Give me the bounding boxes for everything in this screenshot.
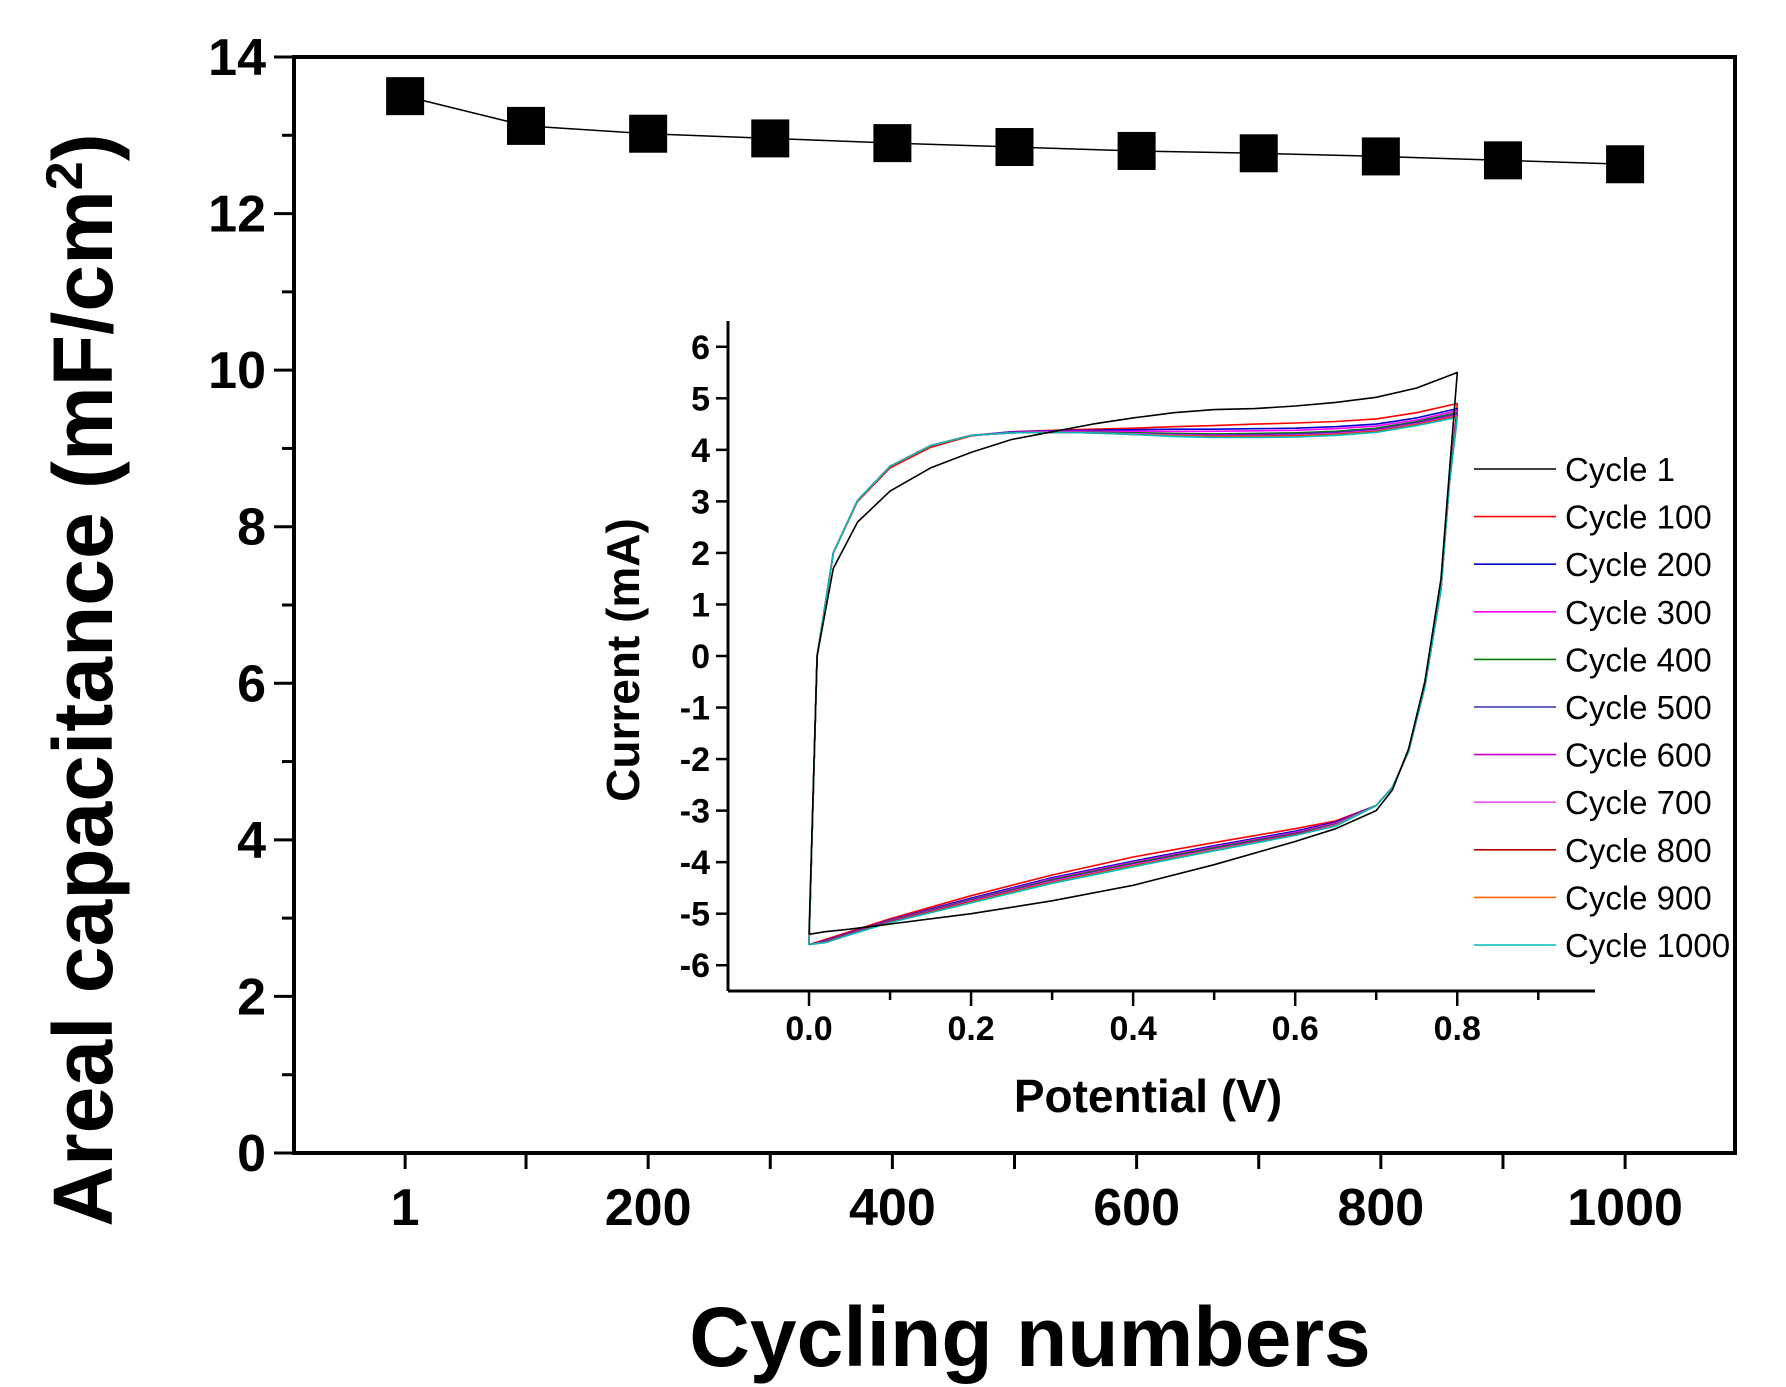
inset-y-tick-label: -2 (680, 741, 710, 779)
inset-curves (808, 371, 1459, 946)
main-y-tick-label: 14 (208, 29, 266, 87)
main-x-axis-title: Cycling numbers (689, 1290, 1370, 1384)
legend-label: Cycle 800 (1565, 832, 1712, 869)
main-data-point (386, 77, 425, 116)
main-y-tick-label: 10 (208, 342, 266, 400)
cv-curve (808, 371, 1459, 936)
main-y-ticks: 0 2 4 6 8 10 12 14 (208, 29, 294, 1183)
legend-label: Cycle 600 (1565, 737, 1712, 774)
main-y-tick-label: 12 (208, 186, 266, 244)
inset-y-tick-label: -6 (680, 947, 710, 985)
inset-y-tick-label: 1 (691, 586, 710, 624)
cv-curve (808, 402, 1459, 946)
inset-y-tick-label: -5 (680, 896, 710, 934)
main-data-point (1117, 131, 1156, 170)
legend-label: Cycle 200 (1565, 546, 1712, 583)
inset-y-tick-label: 4 (691, 432, 710, 470)
main-data-point (507, 106, 546, 145)
inset-x-minor-ticks (888, 991, 1540, 1000)
main-y-axis-title: Areal capacitance (mF/cm2) (36, 133, 130, 1226)
legend-label: Cycle 500 (1565, 689, 1712, 726)
inset-y-axis-title: Current (mA) (597, 518, 649, 802)
inset-y-tick-label: -4 (680, 844, 710, 882)
main-y-tick-label: 0 (237, 1125, 266, 1183)
main-data-point (1483, 141, 1522, 180)
legend-label: Cycle 900 (1565, 879, 1712, 916)
main-y-tick-label: 2 (237, 968, 266, 1026)
inset-x-tick-label: 0.4 (1110, 1010, 1157, 1048)
inset-plot-background (728, 321, 1595, 991)
main-y-tick-label: 8 (237, 499, 266, 557)
main-x-tick-label: 1 (391, 1179, 420, 1237)
legend-label: Cycle 1000 (1565, 927, 1730, 964)
main-data-point (629, 114, 668, 153)
main-x-ticks: 1 200 400 600 800 1000 (391, 1179, 1683, 1237)
main-data-point (1606, 145, 1645, 184)
main-y-axis-title-close: ) (36, 133, 130, 161)
main-x-tick-label: 400 (849, 1179, 936, 1237)
inset-x-tick-label: 0.8 (1434, 1010, 1481, 1048)
inset-x-tick-label: 0.6 (1272, 1010, 1319, 1048)
inset-y-tick-label: 3 (691, 483, 710, 521)
inset-y-tick-label: -1 (680, 690, 710, 728)
main-x-minor-ticks (403, 1153, 1627, 1169)
inset-y-tick-label: 2 (691, 535, 710, 573)
main-y-tick-label: 4 (237, 812, 266, 870)
legend-label: Cycle 700 (1565, 784, 1712, 821)
main-data-point (995, 128, 1034, 167)
main-x-tick-label: 800 (1337, 1179, 1424, 1237)
main-data-point (873, 124, 912, 163)
legend-label: Cycle 400 (1565, 641, 1712, 678)
main-y-axis-title-text: Areal capacitance (mF/cm (36, 190, 130, 1226)
inset-y-tick-label: 6 (691, 329, 710, 367)
inset-x-ticks: 0.0 0.2 0.4 0.6 0.8 (785, 991, 1481, 1048)
inset-y-tick-label: 0 (691, 638, 710, 676)
inset-x-tick-label: 0.2 (947, 1010, 994, 1048)
main-data-point (1239, 134, 1278, 173)
main-x-tick-label: 1000 (1567, 1179, 1683, 1237)
inset-plot: 6 5 4 3 2 1 0 -1 -2 -3 -4 -5 -6 0.0 0.2 0.4 0.6 0.8 Cycl… (597, 321, 1730, 1122)
inset-y-tick-label: 5 (691, 380, 710, 418)
main-data-point (751, 119, 790, 158)
main-x-tick-label: 600 (1093, 1179, 1180, 1237)
inset-legend: Cycle 1 Cycle 100 Cycle 200 Cycle 300 Cycle … (1474, 451, 1730, 964)
main-x-tick-label: 200 (605, 1179, 692, 1237)
inset-y-ticks: 6 5 4 3 2 1 0 -1 -2 -3 -4 -5 -6 (680, 329, 728, 985)
main-y-tick-label: 6 (237, 655, 266, 713)
cv-curve (808, 416, 1459, 946)
main-y-axis-title-superscript: 2 (36, 161, 94, 190)
inset-x-axis-title: Potential (V) (1014, 1070, 1282, 1122)
main-series (386, 77, 1645, 184)
main-y-minor-ticks (282, 133, 294, 1077)
main-data-point (1361, 137, 1400, 176)
legend-label: Cycle 100 (1565, 499, 1712, 536)
inset-y-tick-label: -3 (680, 793, 710, 831)
legend-label: Cycle 1 (1565, 451, 1675, 488)
inset-x-tick-label: 0.0 (785, 1010, 832, 1048)
legend-label: Cycle 300 (1565, 594, 1712, 631)
